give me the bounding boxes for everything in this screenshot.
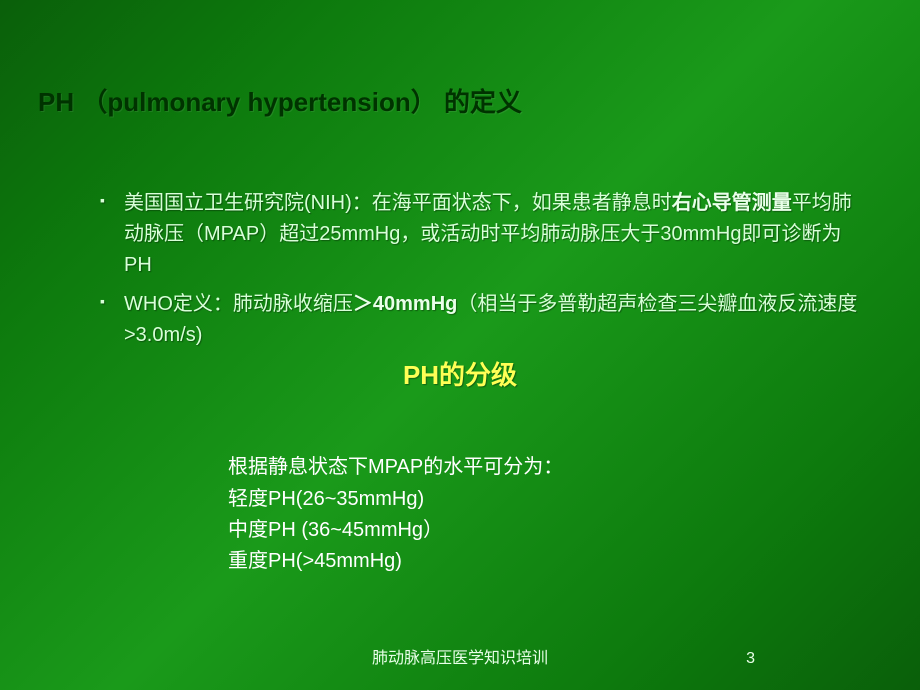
bullet-who-pre: WHO定义：肺动脉收缩压 — [124, 293, 353, 315]
grading-levels: 轻度PH(26~35mmHg) 中度PH (36~45mmHg） 重度PH(>4… — [228, 484, 443, 577]
grading-intro: 根据静息状态下MPAP的水平可分为： — [228, 452, 563, 483]
grading-severe: 重度PH(>45mmHg) — [228, 546, 443, 577]
bullet-who-bold: ＞40mmHg — [353, 293, 457, 315]
footer-text: 肺动脉高压医学知识培训 — [0, 644, 920, 668]
definition-list: 美国国立卫生研究院(NIH)：在海平面状态下，如果患者静息时右心导管测量平均肺动… — [100, 188, 860, 359]
bullet-who: WHO定义：肺动脉收缩压＞40mmHg（相当于多普勒超声检查三尖瓣血液反流速度>… — [100, 289, 860, 351]
subtitle-grading: PH的分级 — [0, 355, 920, 392]
bullet-nih-pre: 美国国立卫生研究院(NIH)：在海平面状态下，如果患者静息时 — [124, 192, 672, 214]
grading-moderate: 中度PH (36~45mmHg） — [228, 515, 443, 546]
grading-mild: 轻度PH(26~35mmHg) — [228, 484, 443, 515]
bullet-nih: 美国国立卫生研究院(NIH)：在海平面状态下，如果患者静息时右心导管测量平均肺动… — [100, 188, 860, 281]
bullet-nih-bold: 右心导管测量 — [672, 192, 792, 214]
slide-title: PH （pulmonary hypertension） 的定义 — [38, 82, 522, 119]
page-number: 3 — [746, 650, 755, 668]
